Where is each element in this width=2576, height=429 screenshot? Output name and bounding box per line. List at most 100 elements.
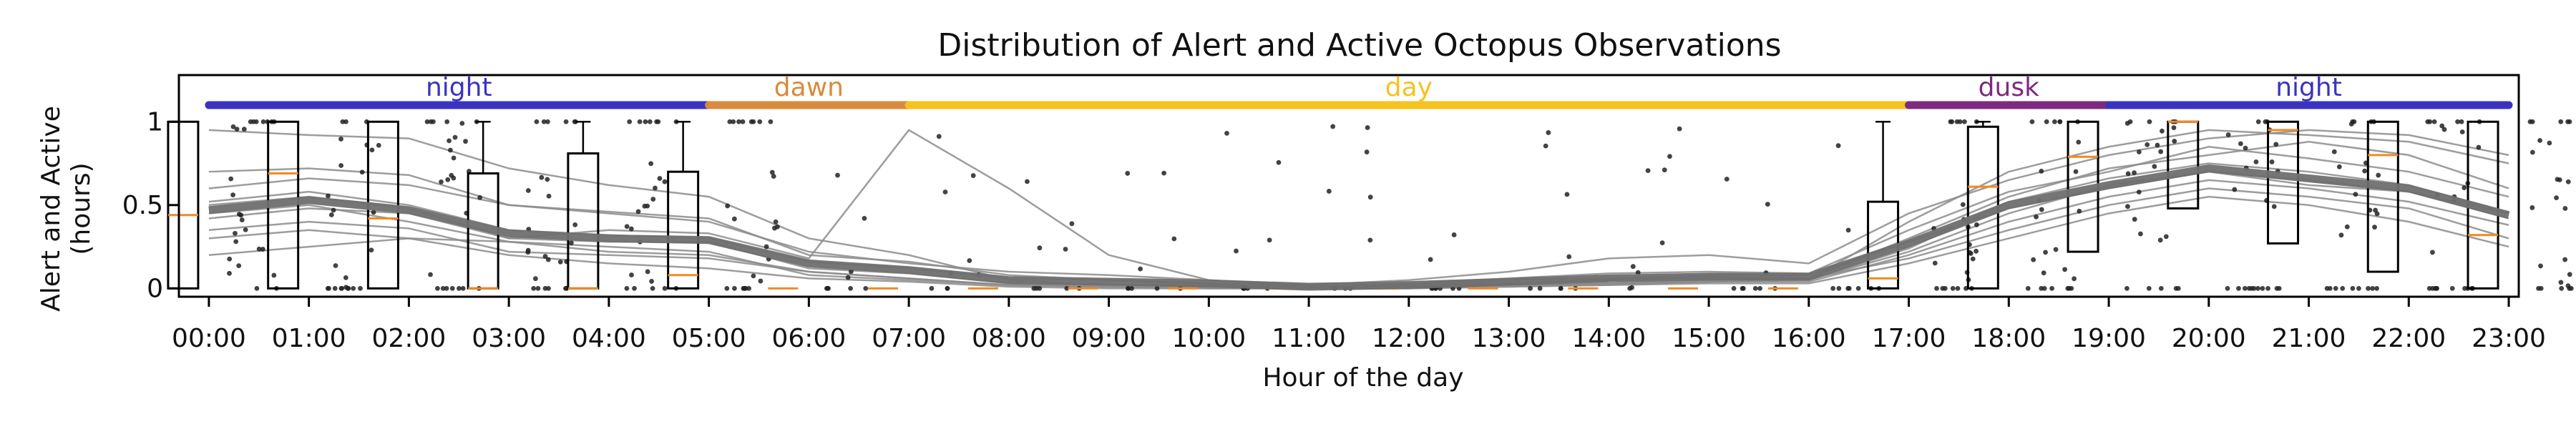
- observation-dot: [447, 138, 452, 144]
- observation-dot: [2175, 285, 2181, 291]
- observation-dot: [2065, 285, 2071, 291]
- observation-dot: [647, 119, 653, 124]
- observation-dot: [371, 209, 376, 215]
- observation-dot: [645, 203, 650, 209]
- observation-dot: [748, 119, 754, 124]
- observation-dot: [1276, 159, 1282, 165]
- observation-dot: [2172, 139, 2177, 144]
- observation-dot: [1125, 171, 1131, 176]
- observation-dot: [459, 121, 465, 126]
- observation-dot: [424, 119, 430, 124]
- x-tick-label: 07:00: [872, 324, 946, 353]
- individual-line-9: [208, 170, 2509, 290]
- observation-dot: [2232, 187, 2238, 192]
- period-label-0: night: [426, 73, 492, 102]
- observation-dot: [463, 139, 468, 144]
- x-tick-label: 02:00: [372, 324, 447, 353]
- observation-dot: [2145, 142, 2150, 147]
- x-tick-label: 23:00: [2472, 324, 2546, 353]
- individual-line-7: [208, 195, 2509, 290]
- observation-dot: [2132, 217, 2137, 222]
- observation-dot: [1974, 248, 1979, 254]
- observation-dot: [2147, 119, 2152, 124]
- observation-dot: [2555, 177, 2560, 182]
- observation-dot: [343, 275, 348, 280]
- x-tick-label: 08:00: [972, 324, 1046, 353]
- y-tick-label: 0.5: [122, 191, 163, 220]
- observation-dot: [239, 217, 245, 222]
- observation-dot: [1546, 130, 1551, 135]
- observation-dot: [769, 169, 775, 175]
- observation-dot: [542, 254, 548, 259]
- x-tick-label: 18:00: [1971, 324, 2046, 353]
- observation-dot: [942, 189, 948, 194]
- observation-dot: [848, 285, 854, 291]
- observation-dot: [2124, 121, 2130, 126]
- observation-dot: [227, 270, 232, 276]
- observation-dot: [525, 188, 531, 193]
- observation-dot: [2073, 169, 2079, 174]
- observation-dot: [2538, 285, 2544, 291]
- observation-dot: [1364, 149, 1370, 154]
- observation-dot: [328, 212, 334, 217]
- observation-dot: [653, 185, 658, 191]
- y-tick-label: 0: [147, 274, 163, 303]
- observation-dot: [825, 285, 831, 291]
- observation-dot: [2353, 192, 2358, 197]
- observation-dot: [862, 215, 867, 221]
- observation-dot: [1326, 189, 1332, 194]
- observation-dot: [1069, 221, 1075, 227]
- x-tick-label: 10:00: [1171, 324, 1246, 353]
- box-body: [167, 120, 200, 290]
- observation-dot: [2434, 285, 2439, 291]
- observation-dot: [545, 177, 550, 182]
- observation-dot: [260, 119, 266, 124]
- observation-dot: [376, 142, 381, 148]
- observation-dot: [1970, 256, 1976, 262]
- observation-dot: [1974, 222, 1979, 227]
- observation-dot: [1855, 285, 1861, 291]
- observation-dot: [2049, 285, 2054, 291]
- observation-dot: [435, 285, 440, 291]
- observation-dot: [970, 173, 976, 178]
- observation-dot: [1367, 237, 1373, 243]
- observation-dot: [2558, 119, 2564, 124]
- box-body: [567, 152, 600, 290]
- observation-dot: [2356, 285, 2361, 291]
- observation-dot: [1037, 245, 1043, 251]
- observation-dot: [1635, 270, 1641, 275]
- observation-dot: [2242, 285, 2248, 291]
- observation-dot: [1234, 248, 1239, 254]
- box-body: [667, 170, 700, 290]
- observation-dot: [863, 285, 869, 291]
- observation-dot: [731, 216, 737, 222]
- observation-dot: [650, 285, 655, 291]
- box-00:00: [167, 120, 200, 290]
- observation-dot: [1724, 177, 1729, 182]
- observation-dot: [2041, 285, 2047, 291]
- observation-dot: [2476, 144, 2482, 150]
- observation-dot: [2350, 285, 2356, 291]
- individual-line-0: [208, 170, 2509, 288]
- observation-dot: [1968, 251, 1974, 256]
- observation-dot: [2225, 132, 2231, 137]
- observation-dot: [1932, 260, 1938, 266]
- observation-dot: [2373, 207, 2379, 213]
- observation-dot: [2568, 285, 2574, 291]
- observation-dot: [1835, 143, 1841, 149]
- observation-dot: [2271, 204, 2277, 209]
- y-axis-label-line-2: (hours): [67, 162, 96, 255]
- observation-dot: [2331, 149, 2337, 154]
- observation-dot: [2529, 205, 2535, 210]
- observation-dot: [2350, 119, 2356, 124]
- observation-dot: [1659, 240, 1665, 246]
- observation-dot: [1955, 285, 1961, 291]
- observation-dot: [557, 259, 563, 265]
- observation-dot: [563, 119, 569, 124]
- x-tick-label: 12:00: [1372, 324, 1446, 353]
- observation-dot: [1367, 194, 1373, 200]
- observation-dot: [228, 176, 234, 182]
- observation-dot: [2146, 285, 2152, 291]
- observation-dot: [936, 134, 942, 139]
- observation-dot: [444, 119, 450, 124]
